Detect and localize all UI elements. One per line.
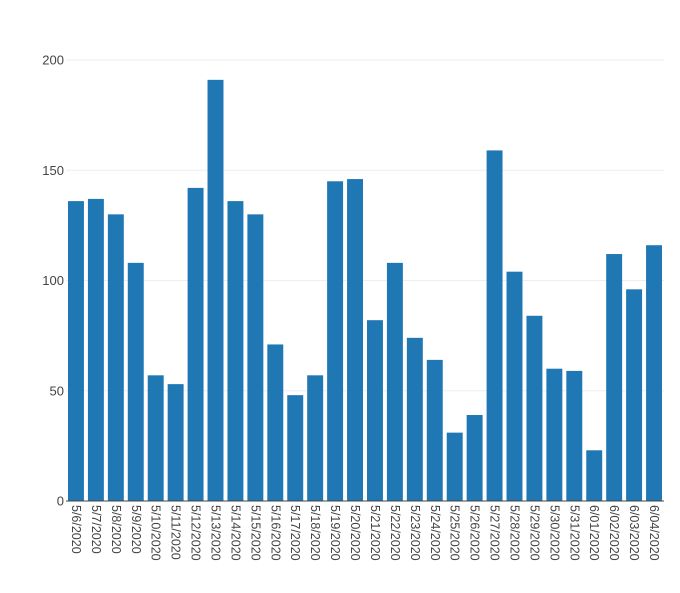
x-tick-label: 5/11/2020 bbox=[169, 505, 183, 560]
bar bbox=[307, 375, 324, 501]
x-tick-label: 5/28/2020 bbox=[508, 505, 522, 561]
bar bbox=[546, 368, 563, 501]
x-tick-label: 5/10/2020 bbox=[149, 505, 163, 561]
x-tick-label: 5/14/2020 bbox=[228, 505, 242, 561]
bar bbox=[366, 320, 383, 501]
bar bbox=[167, 384, 184, 501]
bar bbox=[227, 201, 244, 501]
x-tick-label: 5/20/2020 bbox=[348, 505, 362, 561]
y-tick-label: 50 bbox=[50, 383, 64, 398]
x-tick-label: 6/04/2020 bbox=[647, 505, 661, 561]
bar bbox=[466, 415, 483, 501]
bar bbox=[446, 432, 463, 501]
x-tick-label: 5/22/2020 bbox=[388, 505, 402, 561]
bar bbox=[406, 337, 423, 501]
bar bbox=[586, 450, 603, 501]
bar bbox=[247, 214, 264, 501]
bar bbox=[626, 289, 643, 501]
x-tick-label: 6/01/2020 bbox=[587, 505, 601, 561]
x-tick-label: 5/6/2020 bbox=[69, 505, 83, 554]
bar bbox=[207, 79, 224, 501]
bar bbox=[107, 214, 124, 501]
y-tick-label: 200 bbox=[42, 53, 64, 68]
gridlines bbox=[66, 59, 664, 392]
x-tick-label: 5/18/2020 bbox=[308, 505, 322, 561]
bar bbox=[426, 359, 443, 501]
x-tick-label: 5/12/2020 bbox=[189, 505, 203, 561]
x-tick-label: 5/15/2020 bbox=[248, 505, 262, 561]
bar bbox=[287, 395, 304, 501]
x-tick-label: 5/27/2020 bbox=[488, 505, 502, 561]
x-tick-label: 6/02/2020 bbox=[607, 505, 621, 561]
bar bbox=[327, 181, 344, 501]
x-tick-label: 5/26/2020 bbox=[468, 505, 482, 561]
x-tick-label: 5/17/2020 bbox=[288, 505, 302, 561]
x-tick-label: 5/21/2020 bbox=[368, 505, 382, 561]
x-tick-label: 5/23/2020 bbox=[408, 505, 422, 561]
y-tick-label: 0 bbox=[57, 494, 64, 509]
bar bbox=[646, 245, 663, 501]
bar bbox=[386, 262, 403, 501]
x-tick-label: 5/19/2020 bbox=[328, 505, 342, 561]
bar bbox=[87, 198, 104, 502]
bar bbox=[526, 315, 543, 501]
bar bbox=[566, 370, 583, 501]
x-tick-label: 5/25/2020 bbox=[448, 505, 462, 561]
bars bbox=[67, 79, 663, 502]
bar bbox=[147, 375, 164, 501]
bar bbox=[506, 271, 523, 501]
bar bbox=[347, 179, 364, 501]
x-tick-label: 5/13/2020 bbox=[209, 505, 223, 561]
x-tick-label: 5/8/2020 bbox=[109, 505, 123, 554]
bar bbox=[127, 262, 144, 501]
y-tick-label: 100 bbox=[42, 273, 64, 288]
x-tick-label: 5/7/2020 bbox=[89, 505, 103, 554]
x-tick-label: 5/31/2020 bbox=[567, 505, 581, 561]
bar bbox=[606, 254, 623, 501]
x-tick-label: 5/16/2020 bbox=[268, 505, 282, 561]
x-tick-label: 5/9/2020 bbox=[129, 505, 143, 554]
x-tick-label: 5/29/2020 bbox=[527, 505, 541, 561]
y-tick-label: 150 bbox=[42, 163, 64, 178]
x-tick-label: 6/03/2020 bbox=[627, 505, 641, 561]
bar bbox=[486, 150, 503, 501]
x-tick-label: 5/30/2020 bbox=[547, 505, 561, 561]
bar bbox=[267, 344, 284, 501]
bar bbox=[187, 187, 204, 501]
x-tick-label: 5/24/2020 bbox=[428, 505, 442, 561]
bar bbox=[67, 201, 84, 501]
y-axis: 0 50 100 150 200 bbox=[42, 53, 64, 509]
x-axis: 5/6/2020 5/7/2020 5/8/2020 5/9/2020 5/10/202… bbox=[69, 505, 661, 561]
